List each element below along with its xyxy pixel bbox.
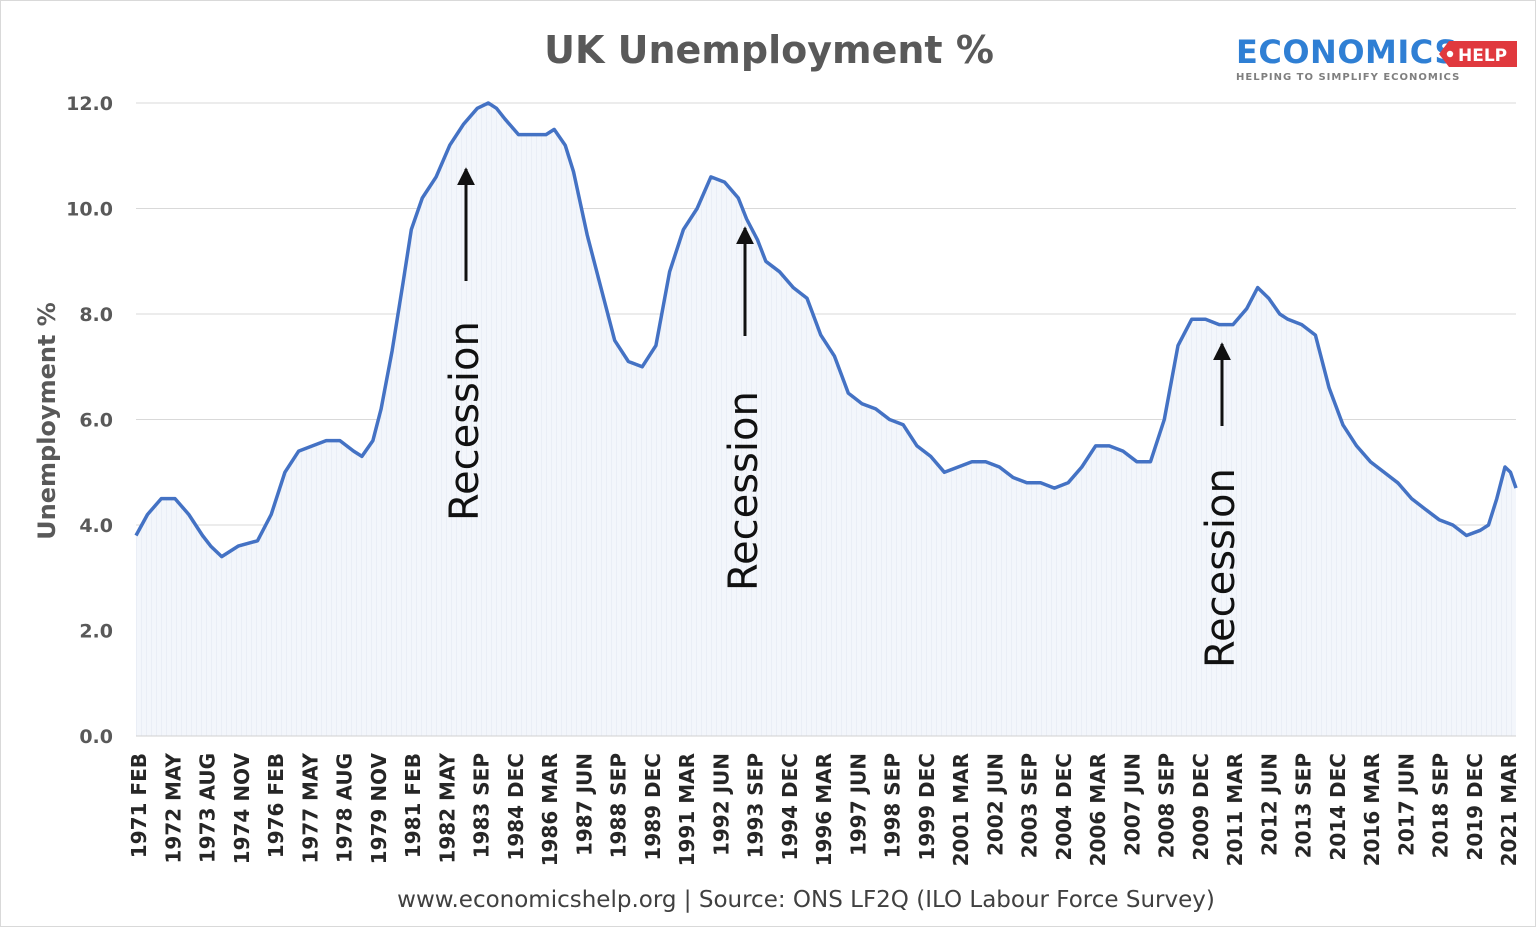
- y-tick-label: 2.0: [79, 621, 113, 643]
- x-tick-label: 1989 DEC: [641, 753, 665, 861]
- logo-tag-hole-icon: [1446, 50, 1454, 58]
- y-tick-labels: 0.0 2.0 4.0 6.0 8.0 10.0 12.0: [66, 93, 113, 748]
- x-tick-label: 2013 SEP: [1292, 753, 1316, 858]
- x-tick-label: 2014 DEC: [1326, 753, 1350, 861]
- x-tick-label: 1991 MAR: [675, 753, 699, 866]
- x-tick-label: 1994 DEC: [778, 753, 802, 861]
- y-tick-label: 0.0: [79, 726, 113, 748]
- logo-wordmark: ECONOMICS: [1236, 33, 1458, 71]
- x-tick-label: 1972 MAY: [161, 752, 185, 863]
- y-tick-label: 12.0: [66, 93, 113, 115]
- x-tick-label: 1988 SEP: [607, 753, 631, 858]
- logo: ECONOMICS HELP HELPING TO SIMPLIFY ECONO…: [1236, 33, 1517, 83]
- y-tick-label: 10.0: [66, 199, 113, 221]
- x-tick-label: 1981 FEB: [401, 753, 425, 858]
- x-tick-label: 2012 JUN: [1257, 753, 1281, 856]
- series-area: [136, 103, 1516, 736]
- x-tick-label: 2011 MAR: [1223, 753, 1247, 866]
- x-tick-label: 1971 FEB: [127, 753, 151, 858]
- x-tick-label: 2003 SEP: [1018, 753, 1042, 858]
- series-line: [134, 101, 1518, 559]
- x-tick-label: 1993 SEP: [744, 753, 768, 858]
- logo-badge: HELP: [1458, 46, 1507, 66]
- x-tick-label: 2009 DEC: [1189, 753, 1213, 861]
- annotations: Recession Recession Recession: [442, 167, 1244, 668]
- x-tick-label: 1982 MAY: [435, 752, 459, 863]
- y-tick-label: 4.0: [79, 515, 113, 537]
- x-tick-label: 2002 JUN: [983, 753, 1007, 856]
- x-tick-label: 2001 MAR: [949, 753, 973, 866]
- x-tick-label: 2016 MAR: [1360, 753, 1384, 866]
- y-tick-label: 6.0: [79, 410, 113, 432]
- x-tick-label: 1983 SEP: [470, 753, 494, 858]
- y-tick-label: 8.0: [79, 304, 113, 326]
- source-footer: www.economicshelp.org | Source: ONS LF2Q…: [397, 887, 1215, 913]
- x-tick-label: 2019 DEC: [1463, 753, 1487, 861]
- x-tick-label: 2018 SEP: [1429, 753, 1453, 858]
- x-tick-label: 1999 DEC: [915, 753, 939, 861]
- x-tick-label: 1974 NOV: [230, 752, 254, 864]
- x-tick-label: 1977 MAY: [298, 752, 322, 863]
- recession-annotation: Recession: [1198, 468, 1244, 668]
- x-tick-label: 1976 FEB: [264, 753, 288, 858]
- logo-tagline: HELPING TO SIMPLIFY ECONOMICS: [1236, 72, 1460, 83]
- x-tick-labels: 1971 FEB 1972 MAY 1973 AUG 1974 NOV 1976 FEB…: [127, 752, 1521, 866]
- x-tick-label: 1992 JUN: [709, 753, 733, 856]
- x-tick-label: 1973 AUG: [196, 753, 220, 863]
- x-tick-label: 2007 JUN: [1120, 753, 1144, 856]
- chart-title: UK Unemployment %: [544, 28, 994, 72]
- x-tick-label: 1978 AUG: [333, 753, 357, 863]
- x-tick-label: 1986 MAR: [538, 753, 562, 866]
- recession-annotation: Recession: [721, 391, 767, 591]
- x-tick-label: 2004 DEC: [1052, 753, 1076, 861]
- logo-tag-shape: [1439, 41, 1517, 67]
- x-tick-label: 1997 JUN: [846, 753, 870, 856]
- recession-annotation: Recession: [442, 321, 488, 521]
- y-axis-label: Unemployment %: [33, 302, 61, 540]
- x-tick-label: 1984 DEC: [504, 753, 528, 861]
- x-tick-label: 2006 MAR: [1086, 753, 1110, 866]
- x-tick-label: 2021 MAR: [1497, 753, 1521, 866]
- x-tick-label: 1998 SEP: [881, 753, 905, 858]
- x-tick-label: 2017 JUN: [1394, 753, 1418, 856]
- x-tick-label: 1987 JUN: [572, 753, 596, 856]
- x-tick-label: 1979 NOV: [367, 752, 391, 864]
- x-tick-label: 2008 SEP: [1155, 753, 1179, 858]
- x-tick-label: 1996 MAR: [812, 753, 836, 866]
